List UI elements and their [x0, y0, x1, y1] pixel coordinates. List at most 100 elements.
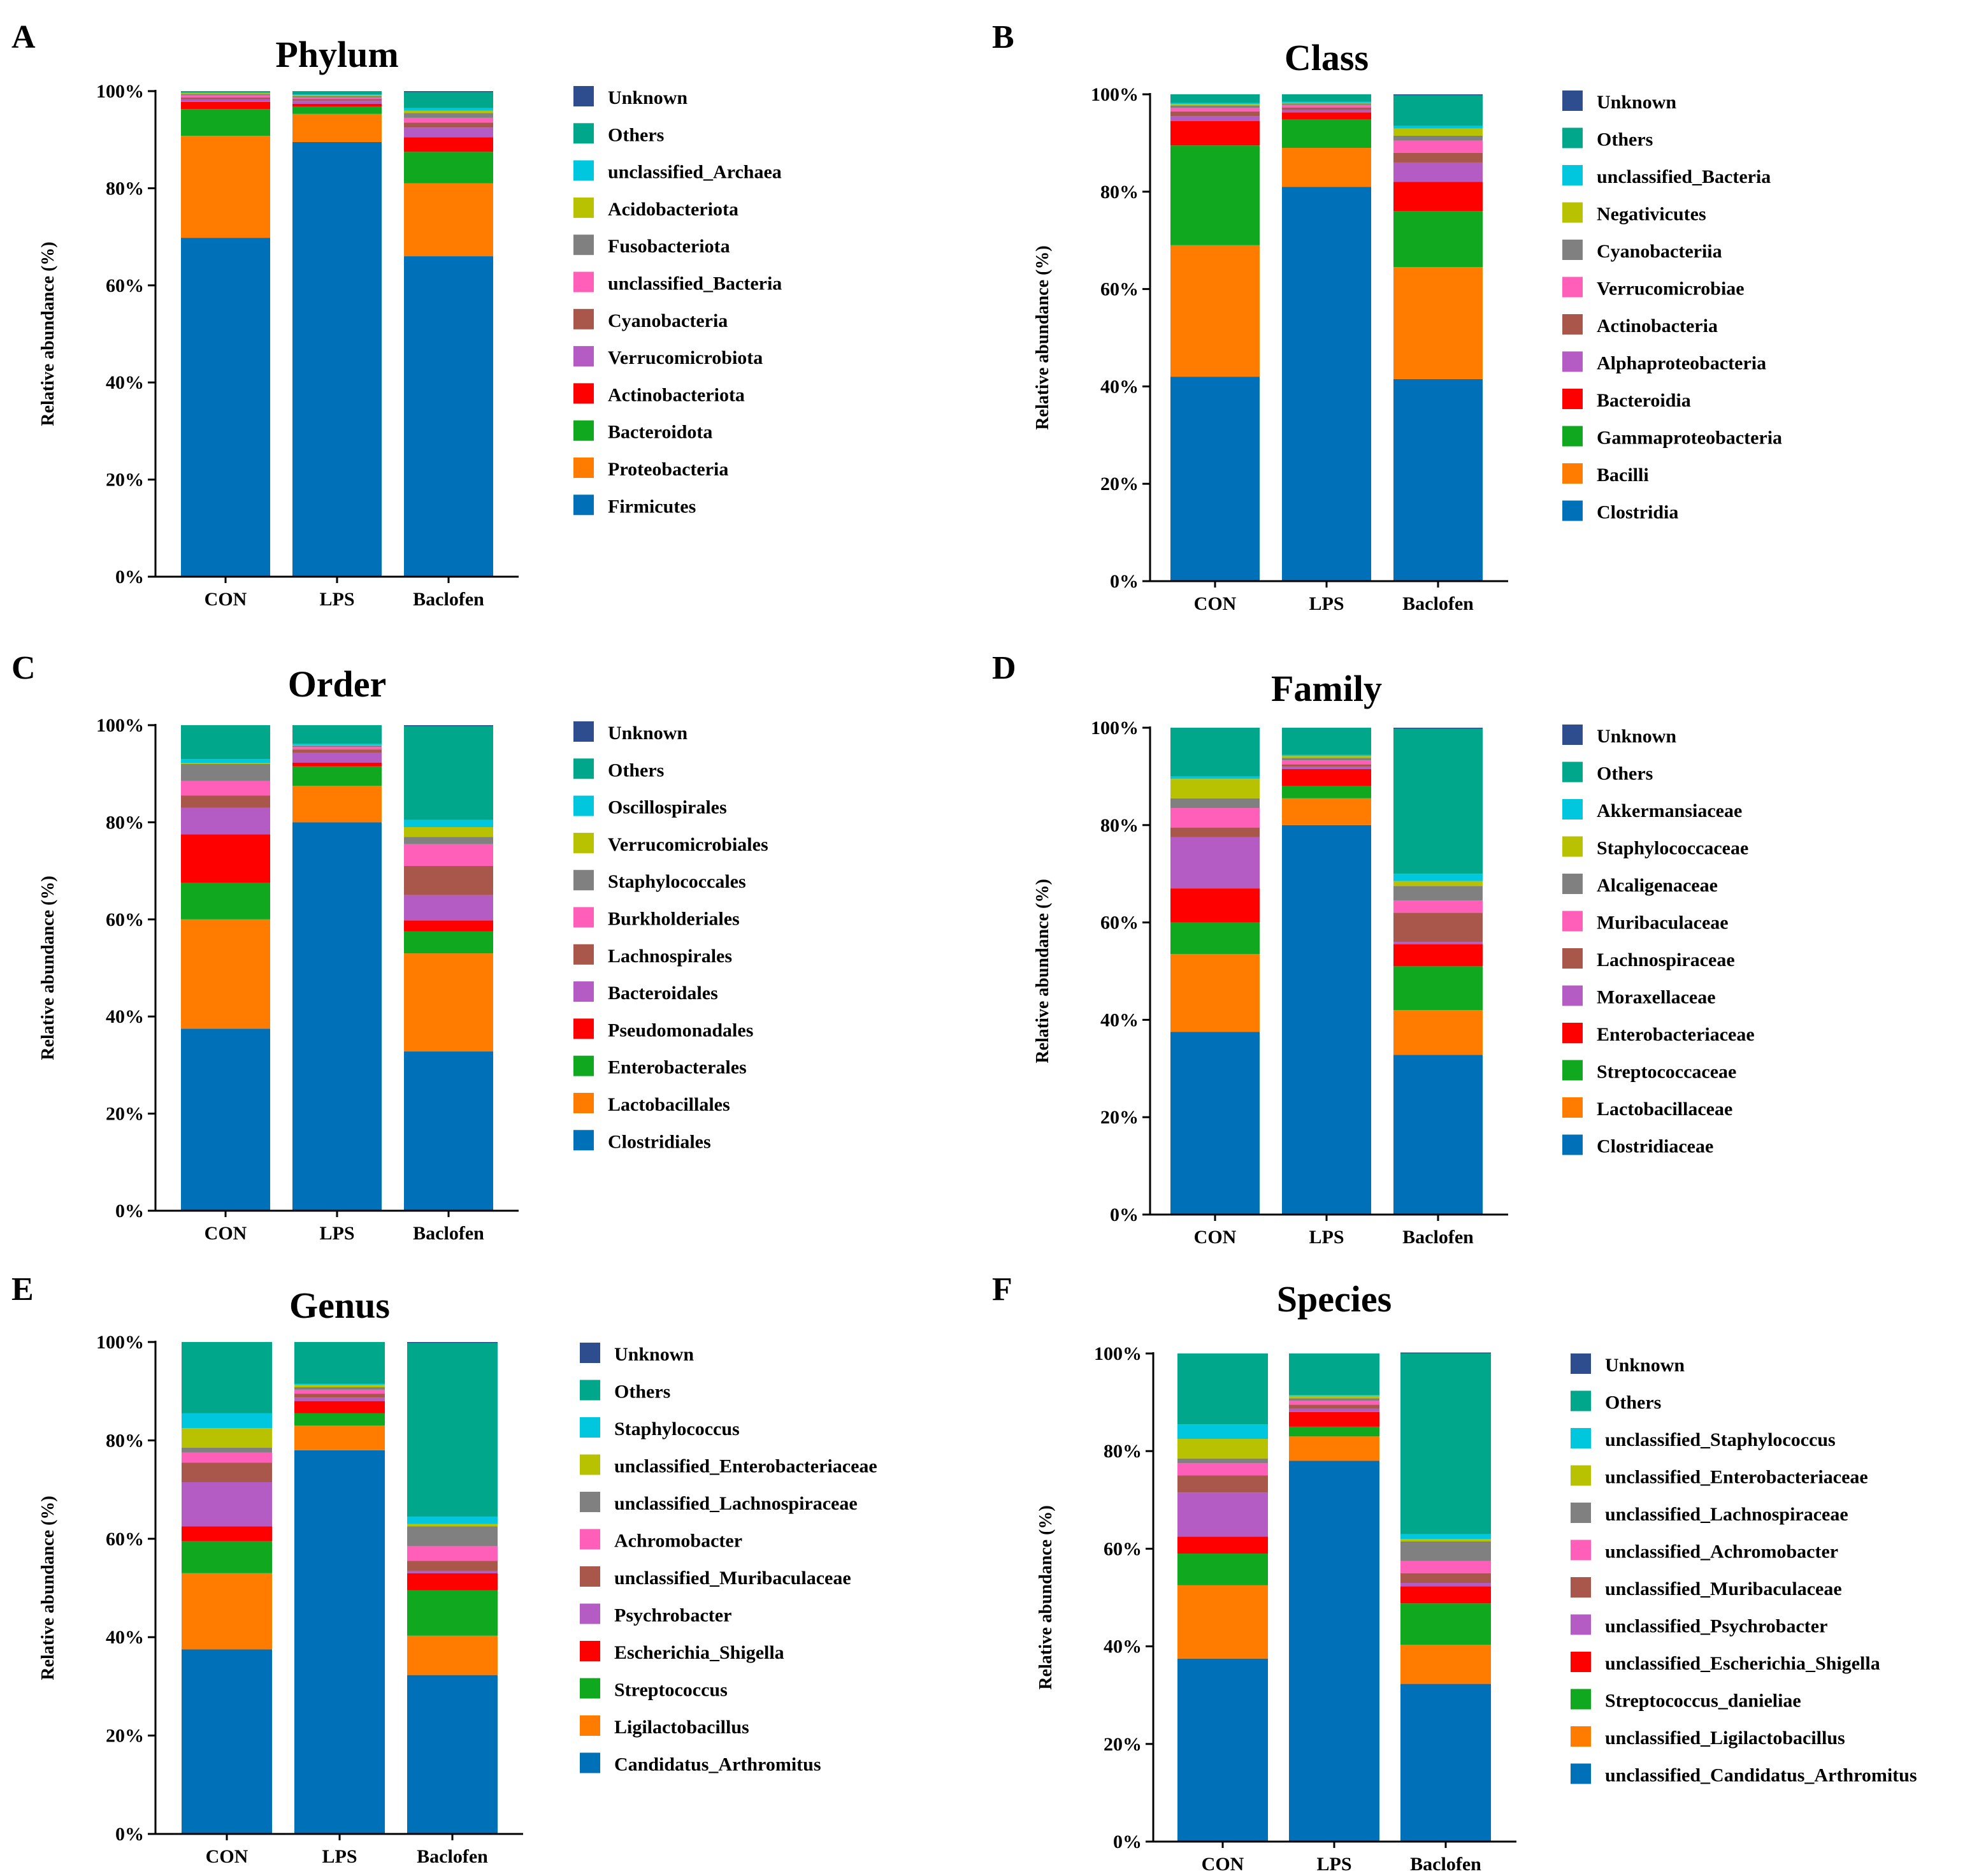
- bar-segment-acidobacteriota-con: [181, 93, 270, 94]
- legend-swatch: [573, 1055, 594, 1076]
- legend-label: unclassified_Bacteria: [608, 273, 782, 294]
- bar-segment-others-baclofen: [407, 1343, 498, 1517]
- legend-item: Unknown: [1562, 90, 1676, 113]
- bar-segment-negativicutes-baclofen: [1393, 128, 1483, 136]
- bar-segment-cyanobacteria-lps: [292, 99, 382, 101]
- bar-segment-burkholderiales-con: [181, 781, 270, 796]
- legend-swatch: [1562, 761, 1583, 783]
- legend-swatch: [1571, 1540, 1591, 1561]
- legend-swatch: [580, 1492, 600, 1512]
- legend-item: Others: [573, 123, 664, 145]
- legend-swatch: [573, 458, 594, 478]
- y-tick-label: 40%: [106, 1627, 144, 1648]
- bar-segment-verrucomicrobiales-con: [181, 763, 270, 764]
- bar-segment-clostridiaceae-con: [1170, 1032, 1260, 1215]
- bar-segment-unclassified-staphylococcus-con: [1177, 1424, 1268, 1439]
- legend-label: Enterobacteriaceae: [1597, 1024, 1755, 1045]
- category-label: CON: [205, 1223, 247, 1244]
- y-tick-label: 20%: [106, 1104, 144, 1125]
- legend-swatch: [580, 1641, 600, 1661]
- legend-swatch: [573, 1093, 594, 1113]
- y-tick-label: 40%: [1104, 1636, 1142, 1657]
- bar-segment-streptococcaceae-baclofen: [1393, 966, 1483, 1011]
- bar-segment-unclassified-muribaculaceae-con: [182, 1462, 272, 1483]
- legend-item: Enterobacteriaceae: [1562, 1023, 1755, 1045]
- bar-segment-others-lps: [294, 1342, 385, 1384]
- bar-segment-staphylococcus-baclofen: [407, 1517, 498, 1524]
- legend-item: Bacilli: [1562, 463, 1649, 486]
- legend-item: Escherichia_Shigella: [580, 1641, 784, 1663]
- chart-title: Order: [288, 663, 387, 705]
- legend-swatch: [580, 1529, 600, 1550]
- legend-swatch: [1562, 127, 1583, 148]
- category-label: CON: [205, 589, 247, 610]
- legend-label: Cyanobacteria: [608, 310, 728, 331]
- legend-label: unclassified_Candidatus_Arthromitus: [1605, 1765, 1917, 1786]
- legend-item: unclassified_Staphylococcus: [1571, 1428, 1836, 1450]
- legend-item: Staphylococcales: [573, 870, 746, 892]
- legend-item: Unknown: [573, 86, 687, 108]
- y-tick-label: 40%: [106, 1006, 144, 1027]
- bar-segment-unclassified-bacteria-baclofen: [404, 117, 493, 123]
- bar-segment-acidobacteriota-lps: [292, 95, 382, 96]
- legend-item: unclassified_Candidatus_Arthromitus: [1571, 1763, 1917, 1786]
- bar-segment-others-con: [1170, 728, 1260, 777]
- legend-item: Alphaproteobacteria: [1562, 351, 1766, 374]
- legend-swatch: [573, 907, 594, 928]
- y-tick-label: 100%: [1094, 1343, 1142, 1364]
- panel-letter: E: [11, 1271, 34, 1308]
- bar-segment-unclassified-candidatus-arthromitus-baclofen: [1400, 1684, 1491, 1842]
- bar-segment-fusobacteriota-lps: [292, 96, 382, 97]
- legend-item: Alcaligenaceae: [1562, 874, 1718, 896]
- legend-item: unclassified_Enterobacteriaceae: [580, 1454, 877, 1477]
- legend-swatch: [1571, 1353, 1591, 1374]
- legend-item: Psychrobacter: [580, 1603, 731, 1626]
- legend-swatch: [573, 758, 594, 779]
- bar-segment-gammaproteobacteria-baclofen: [1393, 211, 1483, 268]
- bar-segment-unknown-baclofen: [404, 725, 493, 726]
- legend-label: unclassified_Muribaculaceae: [1605, 1578, 1842, 1599]
- bar-segment-staphylococcales-con: [181, 763, 270, 781]
- bar-segment-actinobacteria-baclofen: [1393, 152, 1483, 162]
- legend-item: Moraxellaceae: [1562, 985, 1716, 1008]
- bar-segment-unclassified-escherichia-shigella-lps: [1289, 1411, 1379, 1427]
- legend-swatch: [1571, 1503, 1591, 1523]
- legend-swatch: [1562, 463, 1583, 484]
- legend-swatch: [1562, 389, 1583, 409]
- legend-label: Verrucomicrobiales: [608, 834, 768, 855]
- legend-item: unclassified_Psychrobacter: [1571, 1614, 1827, 1637]
- bar-segment-verrucomicrobiae-con: [1170, 108, 1260, 112]
- legend-label: Clostridia: [1597, 502, 1678, 523]
- y-tick-label: 60%: [106, 909, 144, 930]
- y-tick-label: 20%: [106, 470, 144, 491]
- legend-item: Ligilactobacillus: [580, 1715, 749, 1738]
- bar-segment-clostridiaceae-baclofen: [1393, 1055, 1483, 1215]
- legend-item: unclassified_Lachnospiraceae: [580, 1492, 858, 1514]
- legend-swatch: [1562, 314, 1583, 335]
- bar-segment-unclassified-bacteria-lps: [292, 97, 382, 99]
- y-tick-label: 40%: [1100, 376, 1139, 397]
- legend-swatch: [573, 795, 594, 816]
- bar-segment-cyanobacteria-con: [181, 97, 270, 99]
- legend-label: Actinobacteria: [1597, 315, 1718, 336]
- legend-label: Streptococcus_danieliae: [1605, 1691, 1801, 1712]
- category-label: LPS: [319, 589, 354, 610]
- bar-segment-alphaproteobacteria-lps: [1282, 110, 1371, 113]
- bar-segment-others-con: [181, 91, 270, 93]
- bar-segment-unclassified-enterobacteriaceae-con: [1177, 1439, 1268, 1459]
- bar-segment-unclassified-archaea-baclofen: [404, 108, 493, 111]
- legend-swatch: [1571, 1577, 1591, 1598]
- bar-segment-unclassified-staphylococcus-baclofen: [1400, 1534, 1491, 1540]
- legend-label: Gammaproteobacteria: [1597, 428, 1782, 449]
- bar-segment-unknown-baclofen: [1393, 728, 1483, 729]
- bar-segment-clostridiales-con: [181, 1028, 270, 1211]
- bar-segment-unclassified-bacteria-con: [1170, 103, 1260, 105]
- legend-swatch: [573, 234, 594, 256]
- y-axis-label: Relative abundance (%): [38, 876, 58, 1060]
- panel-letter: B: [992, 19, 1014, 55]
- legend-item: unclassified_Ligilactobacillus: [1571, 1726, 1845, 1749]
- bar-segment-candidatus-arthromitus-con: [182, 1649, 272, 1834]
- bar-segment-bacilli-lps: [1282, 148, 1371, 187]
- bar-segment-enterobacterales-con: [181, 883, 270, 920]
- y-tick-label: 100%: [1091, 718, 1139, 739]
